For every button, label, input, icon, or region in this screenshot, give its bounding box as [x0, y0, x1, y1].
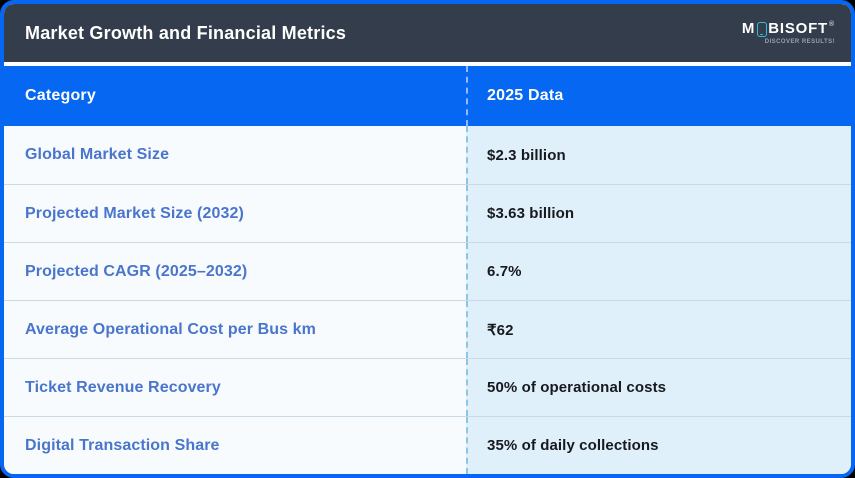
value-label: 35% of daily collections [487, 437, 659, 454]
category-cell: Global Market Size [4, 126, 466, 184]
table-header-row: Category 2025 Data [4, 66, 851, 126]
table-row: Projected Market Size (2032) $3.63 billi… [4, 184, 851, 242]
phone-icon [756, 21, 767, 37]
value-label: 50% of operational costs [487, 379, 667, 396]
value-cell: 6.7% [466, 243, 851, 300]
category-cell: Digital Transaction Share [4, 417, 466, 474]
title-bar: Market Growth and Financial Metrics M BI… [4, 4, 851, 62]
registered-trademark-symbol: ® [829, 21, 835, 29]
page-title: Market Growth and Financial Metrics [25, 22, 347, 43]
header-divider-gap [4, 62, 851, 66]
value-cell: $3.63 billion [466, 185, 851, 242]
value-label: $3.63 billion [487, 205, 575, 222]
mobisoft-logo: M BISOFT ® DISCOVER RESULTS! [742, 21, 835, 45]
value-cell: 50% of operational costs [466, 359, 851, 416]
category-cell: Projected CAGR (2025–2032) [4, 243, 466, 300]
table-row: Projected CAGR (2025–2032) 6.7% [4, 242, 851, 300]
category-column-header-cell: Category [4, 66, 466, 126]
category-column-header: Category [25, 87, 96, 104]
table-body: Global Market Size $2.3 billion Projecte… [4, 126, 851, 474]
data-column-header: 2025 Data [487, 87, 564, 104]
category-cell: Average Operational Cost per Bus km [4, 301, 466, 358]
value-cell: ₹62 [466, 301, 851, 358]
value-label: 6.7% [487, 263, 522, 280]
value-label: ₹62 [487, 321, 514, 339]
logo-wordmark: M BISOFT ® [741, 20, 835, 38]
table-row: Digital Transaction Share 35% of daily c… [4, 416, 851, 474]
logo-text-prefix: M [741, 20, 756, 38]
logo-tagline: DISCOVER RESULTS! [764, 38, 835, 45]
table-row: Global Market Size $2.3 billion [4, 126, 851, 184]
category-label: Average Operational Cost per Bus km [25, 320, 316, 338]
logo-text-suffix: BISOFT [768, 20, 829, 38]
category-label: Projected CAGR (2025–2032) [25, 262, 248, 280]
category-cell: Projected Market Size (2032) [4, 185, 466, 242]
table-row: Ticket Revenue Recovery 50% of operation… [4, 358, 851, 416]
category-label: Digital Transaction Share [25, 436, 220, 454]
category-label: Ticket Revenue Recovery [25, 378, 221, 396]
value-label: $2.3 billion [487, 146, 566, 164]
category-label: Global Market Size [25, 146, 170, 163]
category-cell: Ticket Revenue Recovery [4, 359, 466, 416]
category-label: Projected Market Size (2032) [25, 204, 244, 222]
value-cell: 35% of daily collections [466, 417, 851, 474]
table-row: Average Operational Cost per Bus km ₹62 [4, 300, 851, 358]
value-cell: $2.3 billion [466, 126, 851, 184]
data-column-header-cell: 2025 Data [466, 66, 851, 126]
